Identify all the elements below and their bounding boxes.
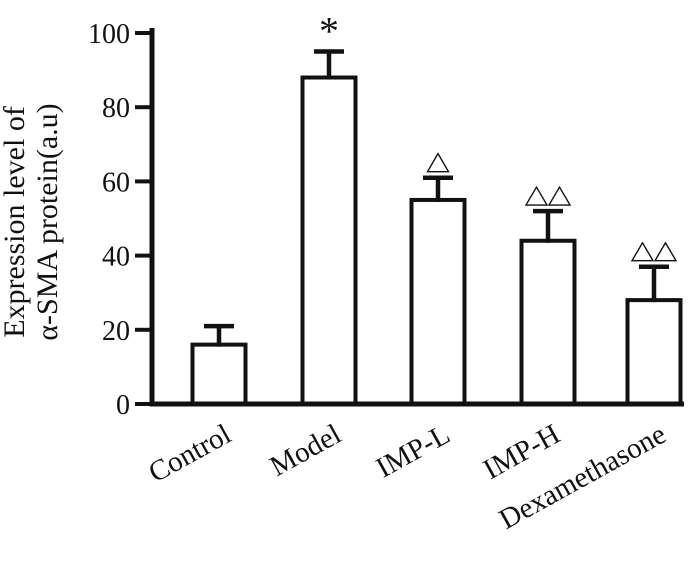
y-axis-label-line1: Expression level of xyxy=(0,106,31,338)
x-tick-label-control: Control xyxy=(143,418,236,489)
bar-dexamethasone xyxy=(625,298,683,406)
significance-triangle xyxy=(524,185,549,206)
y-axis-label-line2: α-SMA protein(a.u) xyxy=(31,103,64,340)
significance-triangle xyxy=(547,185,572,206)
x-tick-label-model: Model xyxy=(265,418,347,483)
y-tick-label: 20 xyxy=(102,316,130,347)
significance-triangle xyxy=(426,152,450,173)
bar-imp-l xyxy=(409,197,467,406)
bar-model xyxy=(300,75,358,407)
bar-imp-h xyxy=(519,238,577,406)
y-tick-label: 40 xyxy=(102,242,130,273)
y-tick-label: 80 xyxy=(102,93,130,124)
y-tick-label: 100 xyxy=(88,19,130,50)
y-tick-label: 0 xyxy=(116,390,130,421)
bar-control xyxy=(190,342,248,407)
significance-asterisk: * xyxy=(319,9,339,54)
plot-area: Control*Model IMP-L IMP-HDexamethasone0204… xyxy=(88,9,684,536)
significance-triangle xyxy=(653,241,678,262)
y-tick-label: 60 xyxy=(102,167,130,198)
x-tick-label-imp-l: IMP-L xyxy=(371,418,456,484)
significance-triangle xyxy=(630,241,655,262)
